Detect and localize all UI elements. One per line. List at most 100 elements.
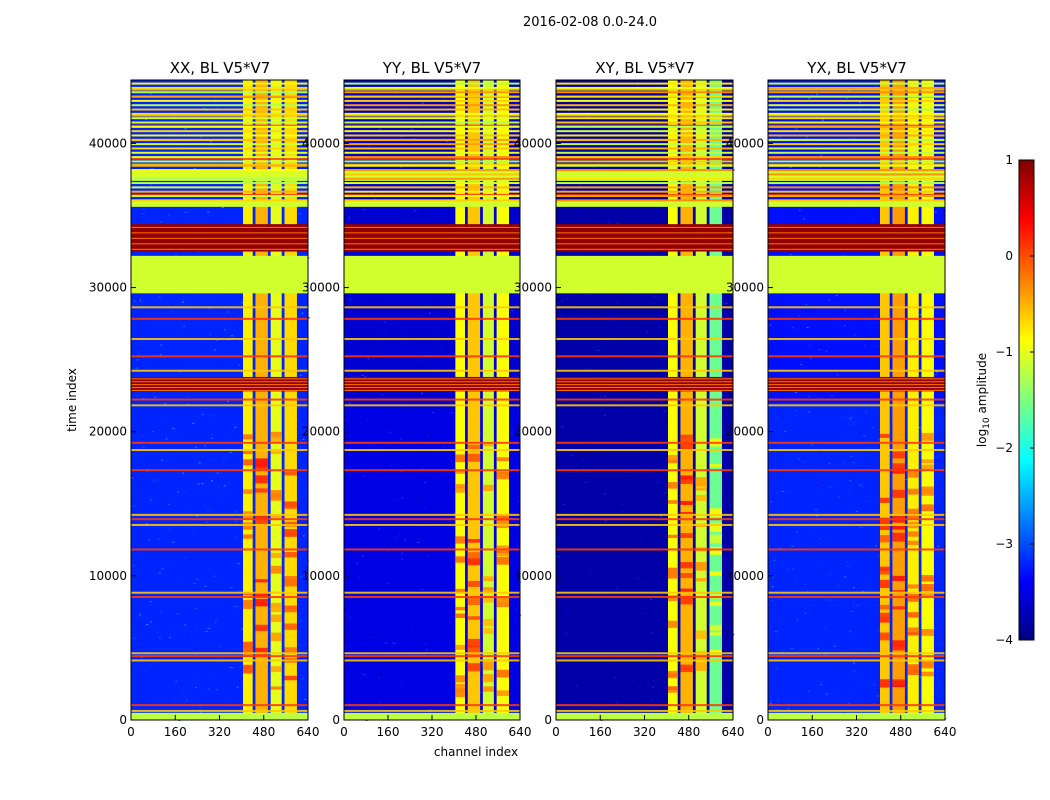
noise-pixel [832,363,834,364]
band-hotspot [668,686,678,690]
noise-pixel [372,445,374,446]
noise-pixel [787,569,789,570]
noise-pixel [871,482,873,483]
colorbar-tick-label: 1 [1005,153,1013,167]
noise-pixel [142,213,144,214]
band-hotspot [468,558,480,564]
noise-pixel [159,573,161,574]
noise-pixel [512,674,514,675]
noise-pixel [356,535,358,536]
upper-stripe [768,147,945,149]
noise-pixel [304,699,306,700]
noise-pixel [792,498,794,499]
noise-pixel [239,522,241,523]
noise-pixel [196,626,198,627]
noise-pixel [182,473,184,474]
noise-pixel [172,542,174,543]
noise-pixel [657,297,659,298]
upper-stripe [131,96,308,98]
noise-pixel [566,333,568,334]
band-hotspot [497,670,509,678]
noise-pixel [160,612,162,613]
noise-pixel [591,427,593,428]
noise-pixel [208,566,210,567]
noise-pixel [802,462,804,463]
noise-pixel [192,423,194,424]
noise-pixel [214,349,216,350]
noise-pixel [212,476,214,477]
noise-pixel [364,708,366,709]
x-tick-label: 160 [164,725,187,739]
noise-pixel [905,367,907,368]
noise-pixel [241,372,243,373]
y-tick-label: 30000 [726,281,764,295]
noise-pixel [224,434,226,435]
upper-stripe [556,160,733,162]
noise-pixel [805,423,807,424]
noise-pixel [644,219,646,220]
band-hotspot [483,577,494,581]
figure: 2016-02-08 0.0-24.0 XX, BL V5*V7 0 160 320… [0,0,1050,800]
noise-pixel [347,330,349,331]
noise-pixel [585,560,587,561]
noise-pixel [240,604,242,605]
noise-pixel [823,413,825,414]
rfi-line [131,704,308,706]
noise-pixel [595,328,597,329]
noise-pixel [813,628,815,629]
noise-pixel [159,637,161,638]
noise-pixel [587,335,589,336]
noise-pixel [426,432,428,433]
noise-pixel [390,465,392,466]
band-hotspot [284,576,296,582]
noise-pixel [194,583,196,584]
noise-pixel [422,486,424,487]
band-hotspot [880,526,890,530]
saturated-line [768,232,945,233]
y-tick-label: 10000 [89,569,127,583]
rfi-line [131,514,308,516]
noise-pixel [302,313,304,314]
noise-pixel [848,648,850,649]
noise-pixel [573,209,575,210]
rfi-line [131,659,308,661]
noise-pixel [204,445,206,446]
band-hotspot [921,504,933,511]
noise-pixel [863,448,865,449]
noise-pixel [804,613,806,614]
noise-pixel [775,296,777,297]
saturated-line [556,227,733,228]
colorbar-tick-label: −3 [995,537,1013,551]
upper-stripe [768,143,945,145]
noise-pixel [653,296,655,297]
upper-stripe [768,165,945,167]
saturated-line [344,384,520,385]
noise-pixel [581,510,583,511]
noise-pixel [794,329,796,330]
noise-pixel [846,583,848,584]
noise-pixel [169,533,171,534]
noise-pixel [617,366,619,367]
noise-pixel [133,565,135,566]
noise-pixel [367,358,369,359]
upper-stripe [768,173,945,175]
upper-stripe [131,191,308,193]
noise-pixel [374,358,376,359]
noise-pixel [217,486,219,487]
noise-pixel [557,303,559,304]
noise-pixel [647,664,649,665]
saturated-line [131,378,308,379]
noise-pixel [363,209,365,210]
noise-pixel [854,522,856,523]
noise-pixel [415,210,417,211]
noise-pixel [617,302,619,303]
y-tick-label: 10000 [514,569,552,583]
noise-pixel [604,493,606,494]
noise-pixel [619,472,621,473]
noise-pixel [136,368,138,369]
rfi-line [344,89,520,91]
noise-pixel [442,446,444,447]
band-hotspot [680,501,692,505]
noise-pixel [451,561,453,562]
noise-pixel [627,327,629,328]
